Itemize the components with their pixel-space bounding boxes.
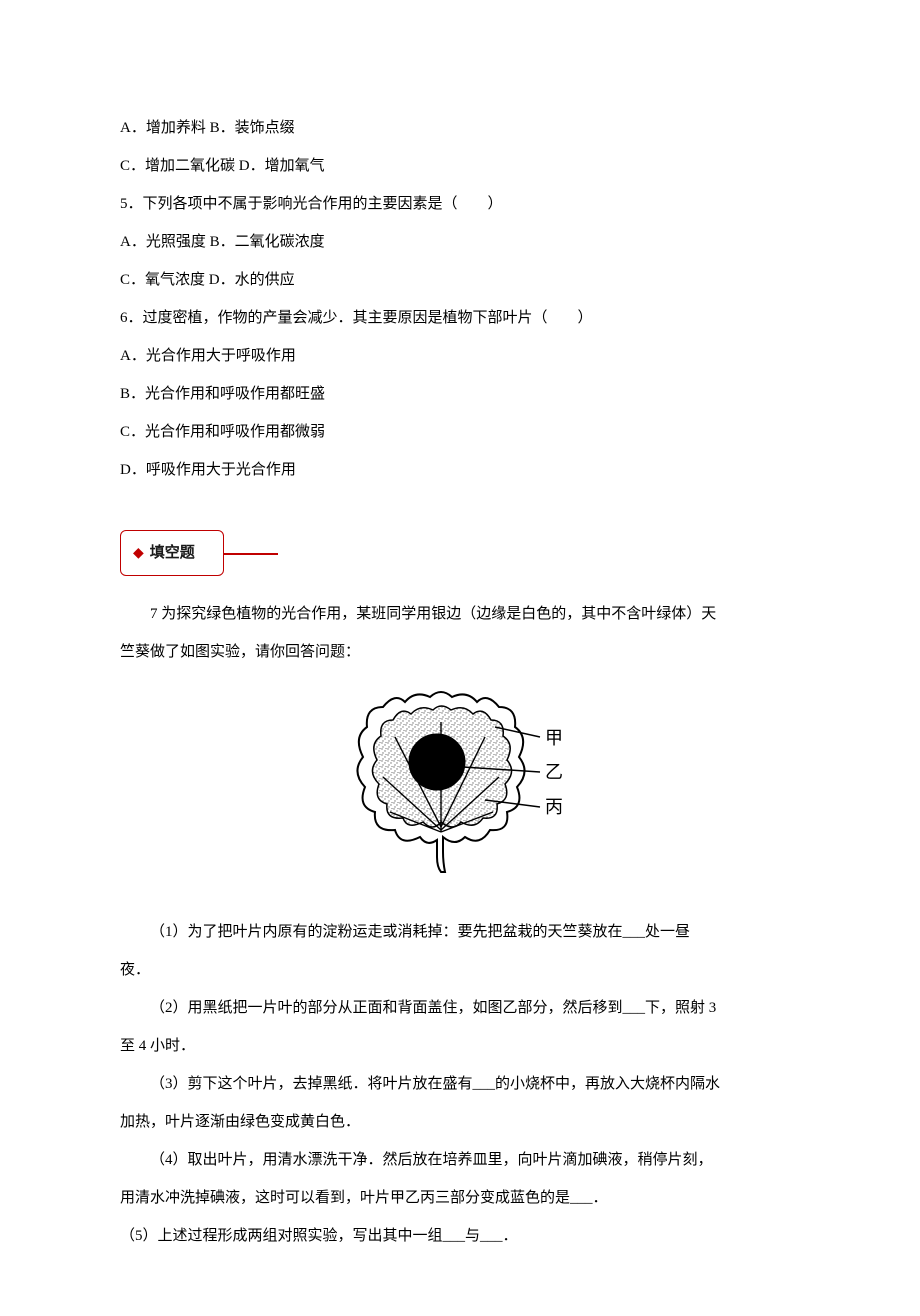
q6-stem: 6．过度密植，作物的产量会减少．其主要原因是植物下部叶片（ ） bbox=[120, 300, 800, 336]
label-jia: 甲 bbox=[545, 728, 563, 748]
q7-1-line1: （1）为了把叶片内原有的淀粉运走或消耗掉：要先把盆栽的天竺葵放在___处一昼 bbox=[120, 914, 800, 950]
q7-5: （5）上述过程形成两组对照实验，写出其中一组___与___． bbox=[120, 1218, 800, 1254]
q4-options-ab: A．增加养料 B．装饰点缀 bbox=[120, 110, 800, 146]
label-yi: 乙 bbox=[545, 762, 563, 782]
q5-options-cd: C．氧气浓度 D．水的供应 bbox=[120, 262, 800, 298]
label-bing: 丙 bbox=[545, 797, 563, 817]
q7-4-line1: （4）取出叶片，用清水漂洗干净．然后放在培养皿里，向叶片滴加碘液，稍停片刻， bbox=[120, 1142, 800, 1178]
q5-options-ab: A．光照强度 B．二氧化碳浓度 bbox=[120, 224, 800, 260]
leaf-figure: 甲 乙 丙 bbox=[120, 682, 800, 896]
q7-2-line1: （2）用黑纸把一片叶的部分从正面和背面盖住，如图乙部分，然后移到___下，照射 … bbox=[120, 990, 800, 1026]
q7-3-line1: （3）剪下这个叶片，去掉黑纸．将叶片放在盛有___的小烧杯中，再放入大烧杯内隔水 bbox=[120, 1066, 800, 1102]
q7-4-line2: 用清水冲洗掉碘液，这时可以看到，叶片甲乙丙三部分变成蓝色的是___． bbox=[120, 1180, 800, 1216]
section-title: 填空题 bbox=[150, 545, 195, 561]
section-header-fill: ◆ 填空题 bbox=[120, 530, 224, 576]
leaf-diagram-svg: 甲 乙 丙 bbox=[345, 682, 575, 882]
q7-intro-line1: 7 为探究绿色植物的光合作用，某班同学用银边（边缘是白色的，其中不含叶绿体）天 bbox=[120, 596, 800, 632]
q7-3-line2: 加热，叶片逐渐由绿色变成黄白色． bbox=[120, 1104, 800, 1140]
q5-stem: 5．下列各项中不属于影响光合作用的主要因素是（ ） bbox=[120, 186, 800, 222]
q6-option-b: B．光合作用和呼吸作用都旺盛 bbox=[120, 376, 800, 412]
q6-option-d: D．呼吸作用大于光合作用 bbox=[120, 452, 800, 488]
q7-1-line2: 夜． bbox=[120, 952, 800, 988]
q7-intro-line2: 竺葵做了如图实验，请你回答问题： bbox=[120, 634, 800, 670]
diamond-icon: ◆ bbox=[133, 546, 144, 561]
q6-option-c: C．光合作用和呼吸作用都微弱 bbox=[120, 414, 800, 450]
q4-options-cd: C．增加二氧化碳 D．增加氧气 bbox=[120, 148, 800, 184]
q7-2-line2: 至 4 小时． bbox=[120, 1028, 800, 1064]
q6-option-a: A．光合作用大于呼吸作用 bbox=[120, 338, 800, 374]
leaf-black-circle bbox=[409, 734, 465, 790]
